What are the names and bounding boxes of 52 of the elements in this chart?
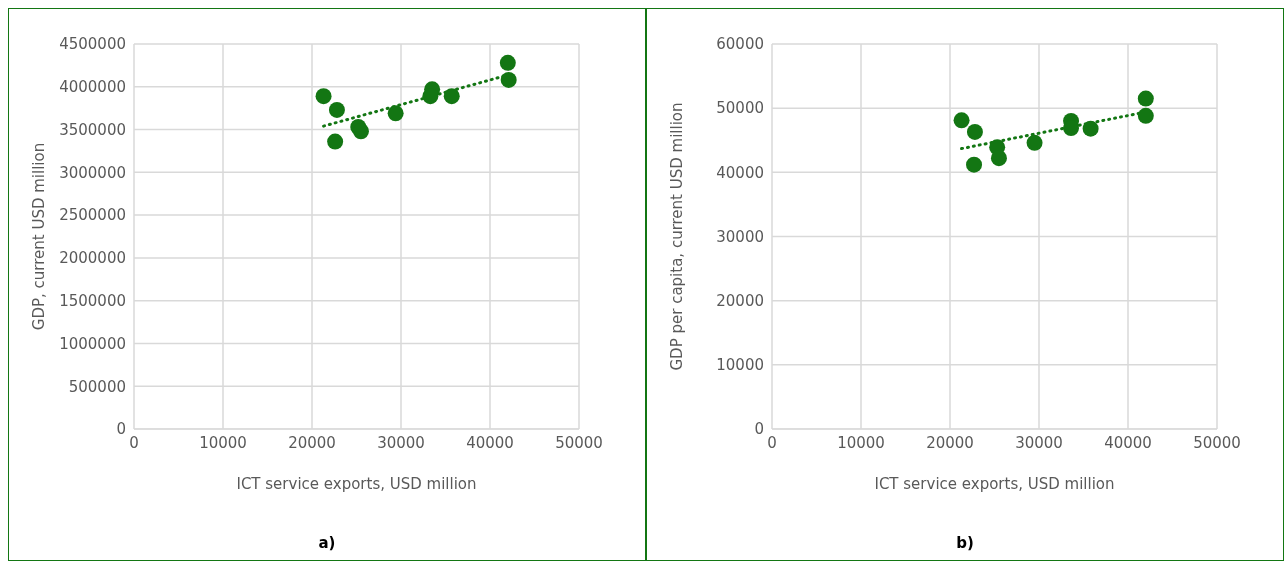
point xyxy=(966,123,983,140)
point xyxy=(1137,107,1154,124)
point xyxy=(499,54,516,71)
x-tick-label: 20000 xyxy=(926,433,974,452)
y-tick-label: 60000 xyxy=(716,35,764,54)
y-tick-label: 10000 xyxy=(716,356,764,375)
y-tick-label: 40000 xyxy=(716,163,764,182)
y-axis-title: GDP, current USD million xyxy=(30,142,49,331)
y-tick-label: 1500000 xyxy=(59,291,126,310)
y-axis-title: GDP per capita, current USD million xyxy=(668,102,687,371)
y-tick-label: 3500000 xyxy=(59,120,126,139)
y-tick-label: 3000000 xyxy=(59,163,126,182)
text: b) xyxy=(955,534,975,552)
x-tick-label: 30000 xyxy=(377,433,425,452)
y-tick-label: 0 xyxy=(754,420,764,439)
x-tick-label: 10000 xyxy=(199,433,247,452)
point xyxy=(352,123,369,140)
point xyxy=(1026,134,1043,151)
point xyxy=(315,88,332,105)
y-tick-label: 0 xyxy=(116,420,126,439)
x-tick-label: 10000 xyxy=(837,433,885,452)
text: a) xyxy=(317,534,337,552)
x-tick-label: 20000 xyxy=(288,433,336,452)
x-tick-label: 0 xyxy=(767,433,777,452)
y-tick-label: 50000 xyxy=(716,99,764,118)
point xyxy=(443,88,460,105)
point xyxy=(500,71,517,88)
x-tick-label: 30000 xyxy=(1015,433,1063,452)
y-tick-label: 2000000 xyxy=(59,249,126,268)
x-tick-label: 40000 xyxy=(466,433,514,452)
point xyxy=(422,88,439,105)
point xyxy=(387,105,404,122)
x-tick-label: 0 xyxy=(129,433,139,452)
point xyxy=(327,133,344,150)
y-tick-label: 20000 xyxy=(716,291,764,310)
point xyxy=(953,112,970,129)
y-tick-label: 500000 xyxy=(68,377,126,396)
x-tick-label: 50000 xyxy=(1193,433,1241,452)
x-tick-label: 50000 xyxy=(555,433,603,452)
x-axis-title: ICT service exports, USD million xyxy=(236,475,477,493)
x-axis-title: ICT service exports, USD million xyxy=(874,475,1115,493)
point xyxy=(328,101,345,118)
y-tick-label: 30000 xyxy=(716,227,764,246)
y-tick-label: 4500000 xyxy=(59,35,126,54)
y-tick-label: 1000000 xyxy=(59,334,126,353)
y-tick-label: 4000000 xyxy=(59,78,126,97)
point xyxy=(966,156,983,173)
point xyxy=(990,150,1007,167)
x-tick-label: 40000 xyxy=(1104,433,1152,452)
y-tick-label: 2500000 xyxy=(59,206,126,225)
point xyxy=(1082,120,1099,137)
point xyxy=(1137,90,1154,107)
